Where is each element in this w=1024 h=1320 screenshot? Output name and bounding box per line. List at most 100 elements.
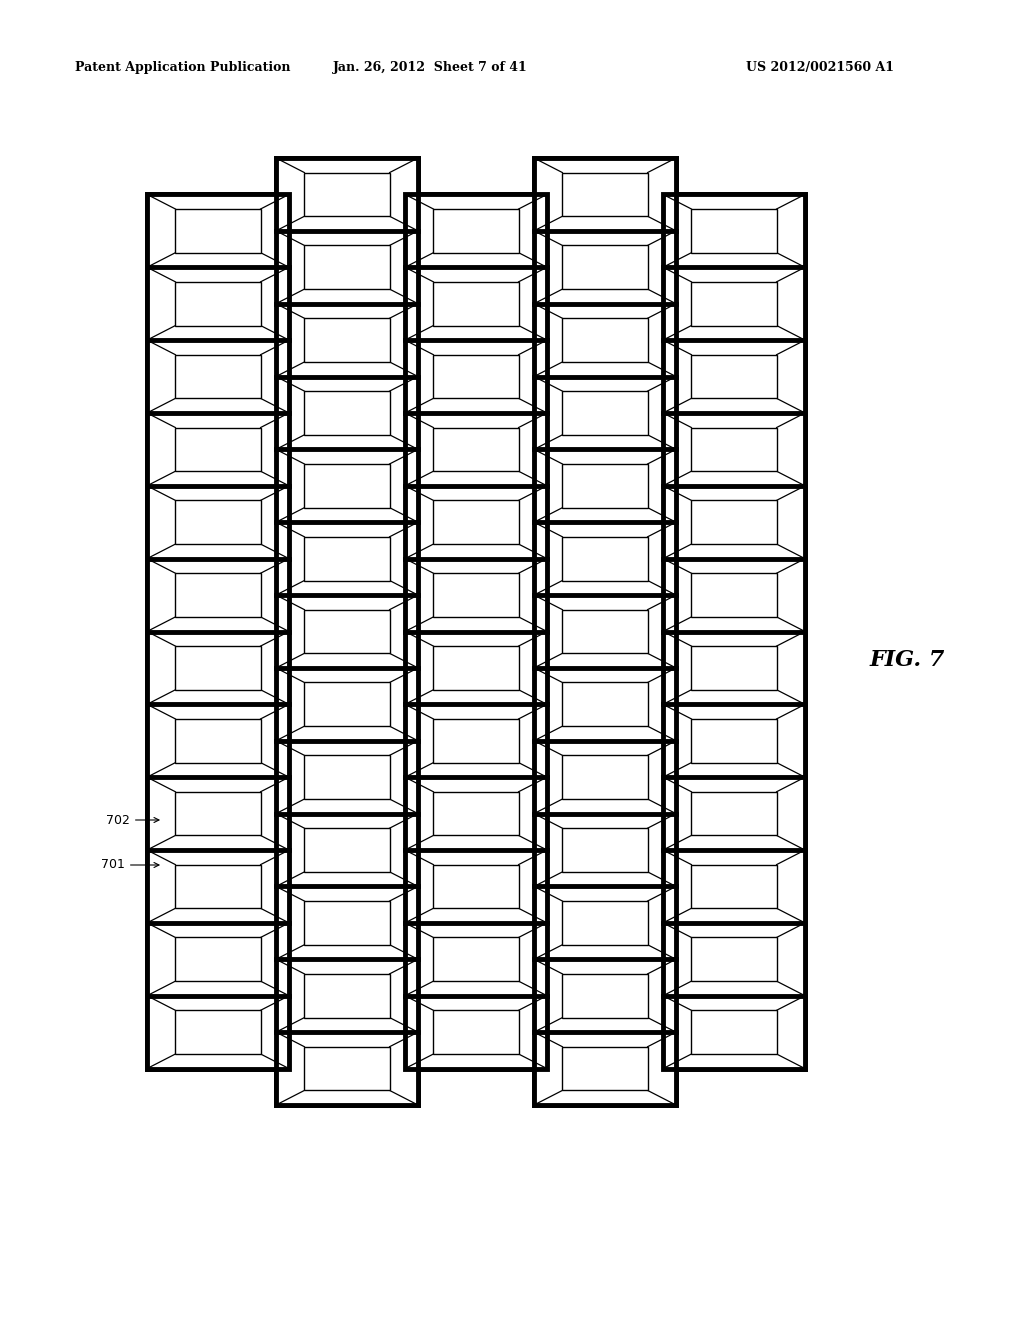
Bar: [433, 645, 518, 690]
Bar: [175, 428, 260, 471]
Bar: [276, 887, 418, 960]
Bar: [534, 960, 676, 1032]
Bar: [691, 1010, 776, 1053]
Bar: [562, 173, 647, 216]
Bar: [406, 923, 547, 995]
Bar: [534, 887, 676, 960]
Bar: [691, 500, 776, 544]
Bar: [534, 158, 676, 1105]
Bar: [304, 974, 389, 1018]
Bar: [534, 304, 676, 376]
Bar: [304, 391, 389, 434]
Bar: [175, 937, 260, 981]
Bar: [147, 413, 289, 486]
Bar: [304, 463, 389, 508]
Bar: [433, 792, 518, 836]
Bar: [534, 158, 676, 231]
Bar: [175, 645, 260, 690]
Bar: [406, 194, 547, 267]
Bar: [147, 777, 289, 850]
Bar: [691, 719, 776, 763]
Bar: [433, 573, 518, 616]
Bar: [175, 209, 260, 252]
Bar: [147, 267, 289, 341]
Bar: [304, 246, 389, 289]
Bar: [147, 558, 289, 631]
Bar: [562, 755, 647, 799]
Bar: [147, 194, 289, 267]
Bar: [276, 1032, 418, 1105]
Bar: [304, 610, 389, 653]
Bar: [691, 792, 776, 836]
Bar: [276, 960, 418, 1032]
Bar: [562, 974, 647, 1018]
Bar: [562, 682, 647, 726]
Bar: [304, 318, 389, 362]
Text: US 2012/0021560 A1: US 2012/0021560 A1: [746, 62, 894, 74]
Bar: [534, 231, 676, 304]
Bar: [406, 705, 547, 777]
Bar: [433, 209, 518, 252]
Bar: [433, 282, 518, 326]
Bar: [433, 500, 518, 544]
Bar: [663, 850, 805, 923]
Text: Patent Application Publication: Patent Application Publication: [75, 62, 291, 74]
Bar: [534, 449, 676, 523]
Bar: [304, 537, 389, 581]
Bar: [663, 995, 805, 1069]
Bar: [562, 828, 647, 873]
Bar: [663, 267, 805, 341]
Bar: [562, 246, 647, 289]
Bar: [276, 741, 418, 813]
Bar: [406, 486, 547, 558]
Bar: [433, 865, 518, 908]
Bar: [562, 902, 647, 945]
Bar: [175, 1010, 260, 1053]
Bar: [406, 194, 547, 1069]
Bar: [304, 1047, 389, 1090]
Bar: [175, 282, 260, 326]
Bar: [406, 558, 547, 631]
Bar: [406, 850, 547, 923]
Bar: [276, 595, 418, 668]
Bar: [147, 705, 289, 777]
Bar: [175, 573, 260, 616]
Bar: [691, 428, 776, 471]
Bar: [433, 719, 518, 763]
Bar: [534, 523, 676, 595]
Bar: [663, 194, 805, 267]
Bar: [691, 573, 776, 616]
Bar: [304, 755, 389, 799]
Bar: [663, 558, 805, 631]
Bar: [663, 705, 805, 777]
Bar: [691, 355, 776, 399]
Bar: [663, 341, 805, 413]
Bar: [147, 631, 289, 705]
Bar: [276, 158, 418, 231]
Bar: [276, 158, 418, 1105]
Bar: [433, 937, 518, 981]
Bar: [534, 813, 676, 887]
Bar: [562, 463, 647, 508]
Bar: [147, 194, 289, 1069]
Bar: [175, 719, 260, 763]
Bar: [147, 995, 289, 1069]
Bar: [276, 376, 418, 449]
Bar: [562, 610, 647, 653]
Text: Jan. 26, 2012  Sheet 7 of 41: Jan. 26, 2012 Sheet 7 of 41: [333, 62, 527, 74]
Bar: [276, 231, 418, 304]
Bar: [433, 355, 518, 399]
Bar: [663, 486, 805, 558]
Bar: [562, 537, 647, 581]
Bar: [433, 428, 518, 471]
Bar: [691, 937, 776, 981]
Bar: [534, 668, 676, 741]
Bar: [562, 318, 647, 362]
Bar: [147, 850, 289, 923]
Bar: [276, 668, 418, 741]
Bar: [147, 486, 289, 558]
Bar: [433, 1010, 518, 1053]
Bar: [534, 741, 676, 813]
Text: 702: 702: [106, 813, 159, 826]
Bar: [147, 194, 289, 1069]
